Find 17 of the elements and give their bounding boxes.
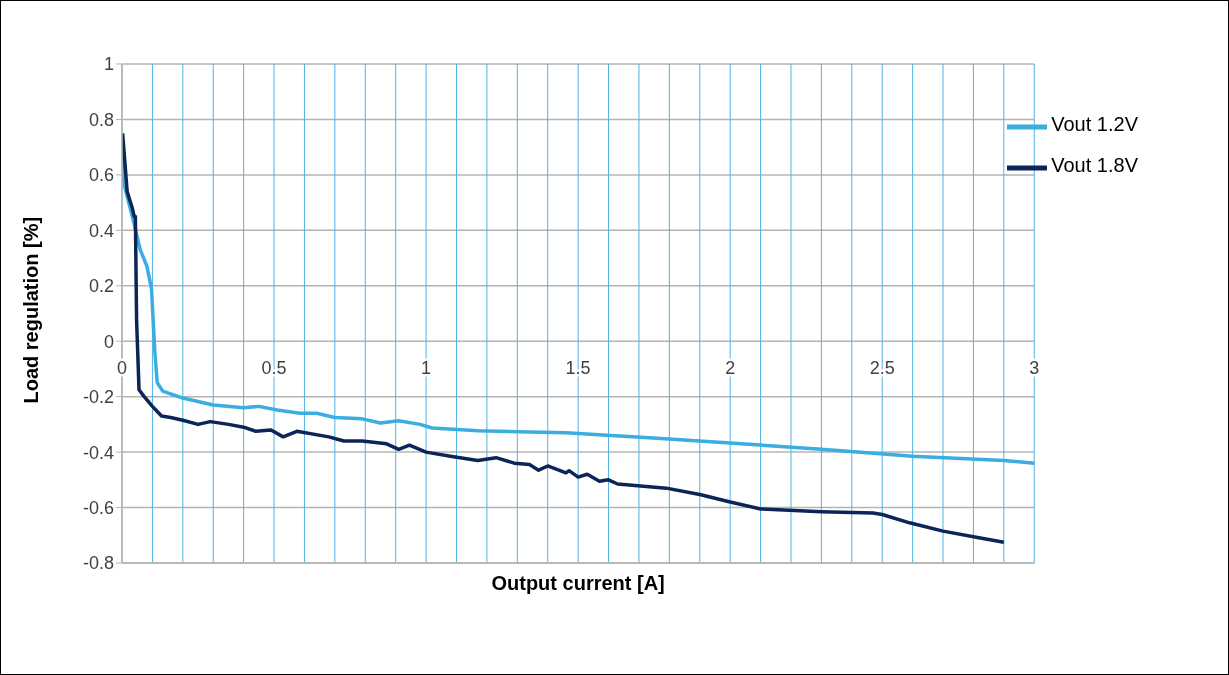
y-tick-label: -0.4 xyxy=(82,442,114,463)
x-axis-title: Output current [A] xyxy=(491,572,665,594)
y-tick-label: -0.2 xyxy=(82,387,114,408)
y-tick-label: 0.8 xyxy=(88,109,114,130)
y-axis-title: Load regulation [%] xyxy=(20,216,43,404)
y-tick-label: 0.4 xyxy=(88,220,114,241)
y-tick-label: -0.6 xyxy=(82,497,114,518)
y-tick-label: 1 xyxy=(103,54,114,75)
legend-label: Vout 1.8V xyxy=(1051,153,1138,176)
y-tick-label: -0.8 xyxy=(82,553,114,574)
y-tick-label: 0.6 xyxy=(88,165,114,186)
y-tick-label: 0.2 xyxy=(88,276,114,297)
y-tick-label: 0 xyxy=(103,331,114,352)
x-tick-label: 0 xyxy=(116,358,128,379)
x-tick-label: 0.5 xyxy=(261,358,287,379)
x-tick-label: 1 xyxy=(421,358,432,379)
legend-label: Vout 1.2V xyxy=(1051,113,1138,135)
